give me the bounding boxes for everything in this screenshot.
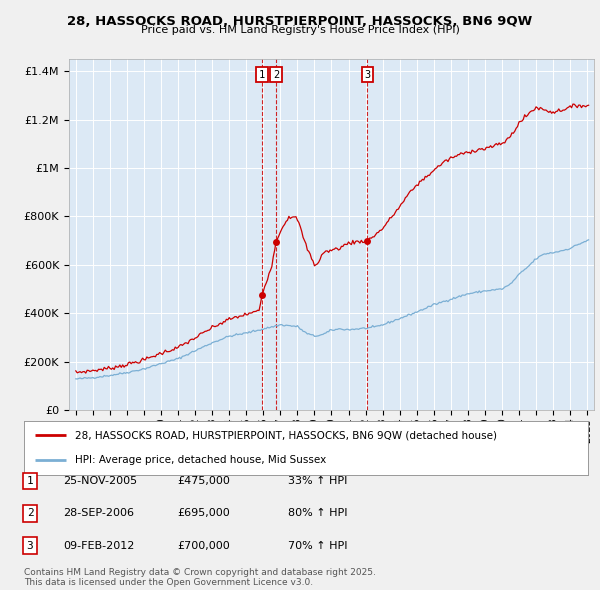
Text: Price paid vs. HM Land Registry's House Price Index (HPI): Price paid vs. HM Land Registry's House … <box>140 25 460 35</box>
Text: 1: 1 <box>26 476 34 486</box>
Text: £700,000: £700,000 <box>177 541 230 550</box>
Text: 25-NOV-2005: 25-NOV-2005 <box>63 476 137 486</box>
Text: HPI: Average price, detached house, Mid Sussex: HPI: Average price, detached house, Mid … <box>75 455 326 466</box>
Text: 3: 3 <box>26 541 34 550</box>
Text: 3: 3 <box>364 70 370 80</box>
Text: 28-SEP-2006: 28-SEP-2006 <box>63 509 134 518</box>
Text: 09-FEB-2012: 09-FEB-2012 <box>63 541 134 550</box>
Text: 2: 2 <box>26 509 34 518</box>
Text: Contains HM Land Registry data © Crown copyright and database right 2025.
This d: Contains HM Land Registry data © Crown c… <box>24 568 376 587</box>
Text: 28, HASSOCKS ROAD, HURSTPIERPOINT, HASSOCKS, BN6 9QW (detached house): 28, HASSOCKS ROAD, HURSTPIERPOINT, HASSO… <box>75 430 497 440</box>
Text: 28, HASSOCKS ROAD, HURSTPIERPOINT, HASSOCKS, BN6 9QW: 28, HASSOCKS ROAD, HURSTPIERPOINT, HASSO… <box>67 15 533 28</box>
Text: 2: 2 <box>273 70 279 80</box>
Text: 80% ↑ HPI: 80% ↑ HPI <box>288 509 347 518</box>
Text: 33% ↑ HPI: 33% ↑ HPI <box>288 476 347 486</box>
Text: 70% ↑ HPI: 70% ↑ HPI <box>288 541 347 550</box>
Text: £695,000: £695,000 <box>177 509 230 518</box>
Text: 1: 1 <box>259 70 265 80</box>
Text: £475,000: £475,000 <box>177 476 230 486</box>
